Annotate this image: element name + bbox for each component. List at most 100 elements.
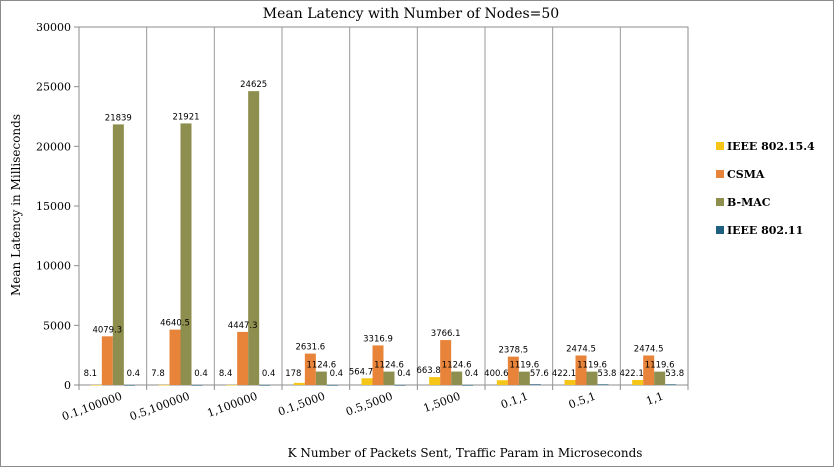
data-label: 0.4 bbox=[262, 369, 276, 379]
data-label: 564.7 bbox=[349, 367, 373, 377]
data-label: 21921 bbox=[172, 112, 199, 122]
bar-ieee-802-15-4 bbox=[632, 379, 644, 385]
x-tick-label: 0.1,100000 bbox=[60, 390, 124, 424]
data-label: 1124.6 bbox=[306, 361, 336, 371]
bar-ieee-802-15-4 bbox=[158, 384, 170, 386]
y-tick-label: 15000 bbox=[36, 200, 71, 213]
y-tick-label: 0 bbox=[64, 379, 71, 392]
bar-series bbox=[90, 91, 677, 386]
data-label: 4447.3 bbox=[228, 321, 258, 331]
data-label: 4640.5 bbox=[160, 319, 190, 329]
data-label: 53.8 bbox=[665, 369, 684, 379]
data-label: 0.4 bbox=[194, 369, 208, 379]
bar-csma bbox=[169, 329, 181, 385]
y-tick-label: 30000 bbox=[36, 21, 71, 34]
bar-csma bbox=[304, 353, 316, 385]
legend-swatch bbox=[716, 198, 724, 206]
legend-label: CSMA bbox=[727, 168, 765, 181]
data-label: 178 bbox=[285, 369, 301, 379]
bar-b-mac bbox=[112, 124, 124, 385]
bar-ieee-802-11 bbox=[259, 384, 271, 386]
bar-ieee-802-11 bbox=[191, 384, 203, 386]
x-tick-label: 1,1 bbox=[644, 390, 665, 408]
x-tick-label: 0.5,1 bbox=[567, 390, 598, 412]
y-tick-label: 20000 bbox=[36, 140, 71, 153]
bar-ieee-802-15-4 bbox=[226, 384, 238, 386]
legend-label: IEEE 802.11 bbox=[727, 224, 803, 237]
bar-ieee-802-11 bbox=[326, 384, 338, 386]
x-tick-label: 0.5,100000 bbox=[128, 390, 192, 424]
x-tick-label: 0.1,5000 bbox=[276, 390, 326, 419]
data-label: 1119.6 bbox=[577, 361, 607, 371]
data-label: 53.8 bbox=[598, 369, 617, 379]
bar-ieee-802-15-4 bbox=[496, 380, 508, 385]
bar-csma bbox=[101, 336, 113, 385]
x-tick-label: 0.5,5000 bbox=[344, 390, 394, 419]
bar-b-mac bbox=[248, 91, 260, 386]
bar-b-mac bbox=[180, 123, 192, 386]
bar-ieee-802-15-4 bbox=[564, 379, 576, 385]
bar-csma bbox=[372, 345, 384, 385]
x-axis-ticks: 0.1,100000 0.5,100000 1,100000 0.1,5000 0.5,… bbox=[60, 385, 689, 424]
bar-csma bbox=[507, 356, 519, 385]
data-label: 7.8 bbox=[151, 369, 165, 379]
data-label: 0.4 bbox=[465, 369, 479, 379]
data-label: 422.1 bbox=[552, 369, 576, 379]
legend-label: IEEE 802.15.4 bbox=[727, 140, 815, 153]
data-label: 3316.9 bbox=[363, 334, 393, 344]
chart-title: Mean Latency with Number of Nodes=50 bbox=[263, 6, 559, 22]
y-tick-label: 25000 bbox=[36, 81, 71, 94]
bar-ieee-802-11 bbox=[665, 384, 677, 385]
data-label: 3766.1 bbox=[431, 329, 461, 339]
data-label: 663.8 bbox=[416, 366, 440, 376]
legend-label: B-MAC bbox=[727, 196, 771, 209]
data-label: 8.1 bbox=[84, 369, 98, 379]
bar-b-mac bbox=[315, 371, 327, 385]
bar-csma bbox=[575, 355, 587, 385]
y-tick-label: 5000 bbox=[43, 319, 71, 332]
x-axis-title: K Number of Packets Sent, Traffic Param … bbox=[288, 446, 643, 460]
bar-b-mac bbox=[654, 371, 666, 385]
bar-ieee-802-11 bbox=[394, 384, 406, 386]
bar-ieee-802-15-4 bbox=[429, 377, 441, 385]
data-label: 0.4 bbox=[397, 369, 411, 379]
data-label: 1124.6 bbox=[442, 361, 472, 371]
bar-ieee-802-11 bbox=[597, 384, 609, 385]
data-label: 21839 bbox=[105, 113, 132, 123]
x-tick-label: 1,5000 bbox=[422, 390, 463, 415]
data-label: 2631.6 bbox=[295, 343, 325, 353]
y-axis-ticks: 0 5000 10000 15000 20000 25000 30000 bbox=[36, 21, 79, 392]
legend-swatch bbox=[716, 170, 724, 178]
bar-ieee-802-15-4 bbox=[90, 384, 102, 386]
data-label: 2378.5 bbox=[498, 346, 528, 356]
x-tick-label: 1,100000 bbox=[205, 390, 259, 420]
bar-b-mac bbox=[586, 371, 598, 385]
data-labels: 8.1 7.8 8.4 178 564.7 663.8 400.6 422.1 422.1 407… bbox=[84, 80, 685, 379]
data-label: 8.4 bbox=[219, 369, 233, 379]
y-axis-title: Mean Latency in Milliseconds bbox=[9, 114, 23, 296]
data-label: 422.1 bbox=[619, 369, 643, 379]
data-label: 1119.6 bbox=[509, 361, 539, 371]
data-label: 4079.3 bbox=[92, 325, 122, 335]
bar-b-mac bbox=[518, 371, 530, 385]
bar-b-mac bbox=[451, 371, 463, 385]
legend-swatch bbox=[716, 226, 724, 234]
bar-csma bbox=[237, 331, 249, 385]
bar-csma bbox=[643, 355, 655, 385]
data-label: 2474.5 bbox=[566, 344, 596, 354]
bar-ieee-802-15-4 bbox=[361, 378, 373, 385]
bar-ieee-802-11 bbox=[462, 384, 474, 386]
data-label: 0.4 bbox=[127, 369, 141, 379]
bar-csma bbox=[440, 340, 452, 385]
data-label: 24625 bbox=[240, 80, 267, 90]
legend-swatch bbox=[716, 142, 724, 150]
bar-ieee-802-11 bbox=[123, 384, 135, 386]
data-label: 2474.5 bbox=[634, 344, 664, 354]
bar-b-mac bbox=[383, 371, 395, 385]
bar-ieee-802-11 bbox=[529, 384, 541, 385]
data-label: 1119.6 bbox=[645, 361, 675, 371]
x-tick-label: 0.1,1 bbox=[499, 390, 530, 412]
data-label: 0.4 bbox=[330, 369, 344, 379]
y-tick-label: 10000 bbox=[36, 260, 71, 273]
